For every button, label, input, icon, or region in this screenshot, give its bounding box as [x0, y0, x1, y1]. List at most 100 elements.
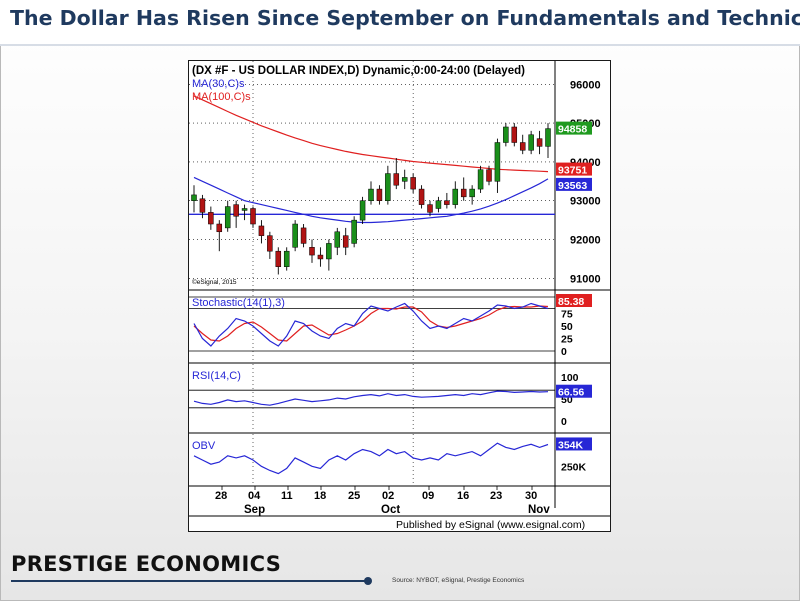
- candle-body: [545, 128, 551, 147]
- candle-body: [444, 200, 450, 205]
- candle-body: [216, 223, 223, 233]
- date-tick-label: 18: [314, 490, 326, 502]
- stoch-value-tag: 85.38: [558, 296, 584, 308]
- candle-body: [536, 138, 543, 147]
- candle-body: [300, 227, 307, 244]
- brand-logo: PRESTIGE ECONOMICS: [11, 552, 282, 576]
- ma30-value-tag: 93563: [558, 180, 587, 192]
- candle-body: [368, 188, 374, 201]
- candle-body: [292, 223, 298, 248]
- candle-body: [486, 169, 492, 182]
- chart-footer: Published by eSignal (www.esignal.com): [189, 515, 610, 531]
- candle-body: [477, 169, 484, 190]
- candle-body: [309, 247, 315, 256]
- candle-body: [511, 126, 518, 143]
- candle-body: [460, 188, 467, 198]
- candle-body: [241, 208, 248, 211]
- month-label-oct: Oct: [381, 504, 400, 516]
- candle-body: [283, 250, 290, 267]
- stoch-d-line: [193, 305, 549, 342]
- obv-value-tag: 354K: [558, 439, 584, 451]
- candle-body: [359, 200, 366, 221]
- candle-body: [528, 134, 534, 151]
- candle-body: [376, 188, 383, 201]
- candle-body: [401, 177, 408, 182]
- brand-dot: [364, 577, 372, 585]
- candle-body: [267, 235, 273, 252]
- stoch-value-tag-bg: [556, 294, 592, 307]
- last-price-tag-bg: [556, 121, 592, 135]
- candle-body: [191, 194, 197, 201]
- rsi-line: [193, 390, 549, 406]
- candle-body: [351, 219, 357, 244]
- candle-body: [317, 254, 324, 260]
- date-tick-label: 04: [248, 490, 261, 502]
- candle-body: [435, 200, 442, 209]
- candle-body: [418, 188, 425, 205]
- stoch-tick-label: 25: [561, 334, 573, 346]
- obv-panel: 250K OBV 354K: [189, 434, 610, 487]
- candle-body: [452, 188, 459, 205]
- candle-body: [393, 173, 400, 186]
- obv-value-tag-bg: [556, 437, 592, 451]
- esignal-copyright: ©eSignal, 2015: [192, 278, 237, 286]
- candle-body: [326, 243, 332, 260]
- candle-body: [519, 142, 526, 151]
- stoch-label: Stochastic(14(1),3): [192, 297, 285, 309]
- candle-body: [233, 204, 239, 217]
- obv-line: [193, 442, 549, 475]
- ma30-label: MA(30,C)s: [192, 78, 245, 90]
- rsi-tick-label: 0: [561, 416, 567, 428]
- date-axis: 28 04 11 18 25 02 09 16 23 30 Sep Oct Nov: [215, 486, 550, 516]
- price-tick-label: 92000: [570, 235, 601, 247]
- date-tick-label: 23: [490, 490, 502, 502]
- ma100-value-tag-bg: [556, 162, 592, 176]
- rsi-value-tag-bg: [556, 384, 592, 398]
- date-tick-label: 09: [422, 490, 434, 502]
- slide-title: The Dollar Has Risen Since September on …: [10, 6, 800, 30]
- date-tick-label: 25: [348, 490, 360, 502]
- rsi-value-tag: 66.56: [558, 387, 584, 399]
- candle-body: [224, 206, 231, 229]
- date-tick-label: 11: [281, 490, 293, 502]
- rsi-tick-label: 100: [561, 372, 579, 384]
- price-panel: 960009500094000930009200091000(DX #F - U…: [189, 61, 610, 508]
- rsi-label: RSI(14,C): [192, 370, 241, 382]
- ma100-label: MA(100,C)s: [192, 91, 251, 103]
- candle-body: [503, 126, 509, 143]
- candle-body: [469, 188, 475, 198]
- ma30-value-tag-bg: [556, 177, 592, 191]
- last-price-tag: 94858: [558, 124, 587, 136]
- stoch-tick-label: 75: [561, 309, 573, 321]
- brand-underline: [11, 580, 371, 582]
- candle-body: [342, 235, 349, 248]
- candle-body: [410, 177, 416, 190]
- price-tick-label: 91000: [570, 273, 601, 285]
- stoch-tick-label: 50: [561, 321, 573, 333]
- candle-body: [275, 250, 282, 267]
- date-tick-label: 30: [525, 490, 537, 502]
- chart-header: (DX #F - US DOLLAR INDEX,D) Dynamic,0:00…: [192, 65, 525, 77]
- candle-body: [334, 231, 341, 248]
- source-note: Source: NYBOT, eSignal, Prestige Economi…: [392, 577, 525, 584]
- date-tick-label: 02: [382, 490, 394, 502]
- price-tick-label: 93000: [570, 196, 601, 208]
- candle-body: [208, 212, 214, 225]
- month-label-nov: Nov: [528, 504, 550, 516]
- stoch-tick-label: 0: [561, 346, 567, 358]
- rsi-panel: 100 50 0 RSI(14,C) 66.56: [189, 364, 610, 434]
- month-label-sep: Sep: [244, 504, 265, 516]
- candle-body: [258, 225, 265, 236]
- chart-svg: 960009500094000930009200091000(DX #F - U…: [189, 61, 610, 531]
- candle-body: [250, 208, 256, 225]
- title-bar: The Dollar Has Risen Since September on …: [0, 0, 800, 46]
- candle-body: [494, 142, 501, 182]
- ma30-line: [193, 176, 549, 224]
- candle-body: [385, 173, 391, 201]
- candle-body: [199, 198, 206, 213]
- esignal-chart: 960009500094000930009200091000(DX #F - U…: [188, 60, 611, 532]
- date-tick-label: 16: [457, 490, 469, 502]
- date-tick-label: 28: [215, 490, 227, 502]
- candle-body: [427, 204, 433, 213]
